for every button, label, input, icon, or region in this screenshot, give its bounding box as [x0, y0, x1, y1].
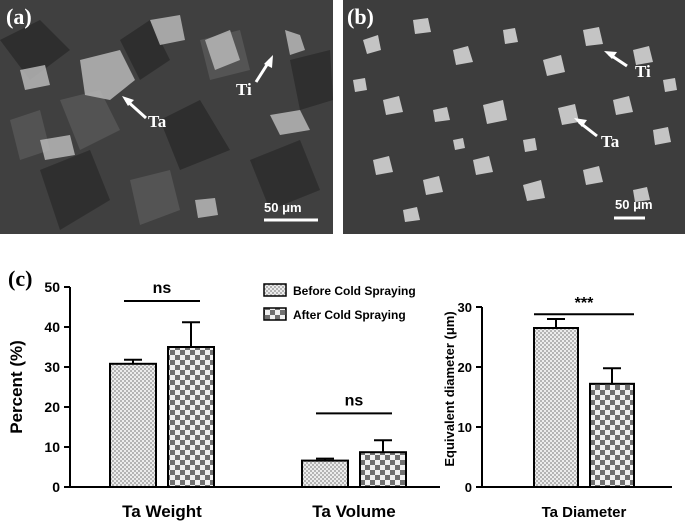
sem-image-b: (b) Ti Ta 50 μm: [343, 0, 685, 234]
y-tick-label-right: 0: [465, 480, 472, 495]
ti-label-a: Ti: [236, 80, 252, 99]
significance-label: ns: [345, 392, 364, 409]
bar-before-0: [109, 362, 157, 488]
significance-label: ***: [575, 295, 594, 312]
y-tick-label-left: 0: [52, 479, 60, 495]
y-tick-label-left: 40: [44, 319, 60, 335]
panel-a-letter: (a): [6, 4, 32, 29]
significance-label: ns: [153, 280, 172, 297]
legend-swatch: [263, 283, 287, 297]
y-axis-label-left: Percent (%): [7, 340, 26, 434]
bar-charts: 0 10 20 30 40 50 Ta Weight Ta Volume ns ns Perc…: [7, 279, 672, 521]
ta-label-a: Ta: [148, 112, 167, 131]
y-tick-label-right: 30: [458, 300, 472, 315]
y-tick-label-left: 30: [44, 359, 60, 375]
legend-label: After Cold Spraying: [293, 308, 406, 322]
y-tick-label-right: 10: [458, 420, 472, 435]
bar-before-diameter: [533, 327, 579, 488]
bar-before-1: [301, 459, 349, 489]
percent-chart: 0 10 20 30 40 50 Ta Weight Ta Volume ns ns Perc…: [7, 279, 440, 521]
bar-after-0: [167, 346, 215, 488]
y-tick-label-right: 20: [458, 360, 472, 375]
x-category-label: Ta Volume: [312, 502, 395, 521]
ti-label-b: Ti: [635, 62, 651, 81]
scale-label-b: 50 μm: [615, 197, 653, 212]
sem-texture-a: [0, 0, 333, 234]
y-tick-label-left: 20: [44, 399, 60, 415]
legend: Before Cold Spraying After Cold Spraying: [263, 283, 416, 322]
bar-after-1: [359, 451, 407, 488]
y-tick-label-left: 50: [44, 279, 60, 295]
scale-label-a: 50 μm: [264, 200, 302, 215]
panel-b-letter: (b): [347, 4, 374, 29]
diameter-chart: 0 10 20 30 Ta Diameter *** Equivalent diame…: [442, 295, 672, 521]
panel-c-letter: (c): [8, 266, 33, 291]
legend-label: Before Cold Spraying: [293, 284, 416, 298]
legend-swatch: [263, 307, 287, 321]
ta-label-b: Ta: [601, 132, 620, 151]
sem-texture-b: [343, 0, 685, 234]
x-category-label: Ta Weight: [122, 502, 202, 521]
bar-after-diameter: [589, 382, 635, 488]
x-category-label: Ta Diameter: [542, 504, 627, 521]
sem-image-a: (a) Ta Ti 50 μm: [0, 0, 333, 234]
y-axis-label-right: Equivalent diameter (μm): [442, 311, 457, 466]
y-tick-label-left: 10: [44, 439, 60, 455]
